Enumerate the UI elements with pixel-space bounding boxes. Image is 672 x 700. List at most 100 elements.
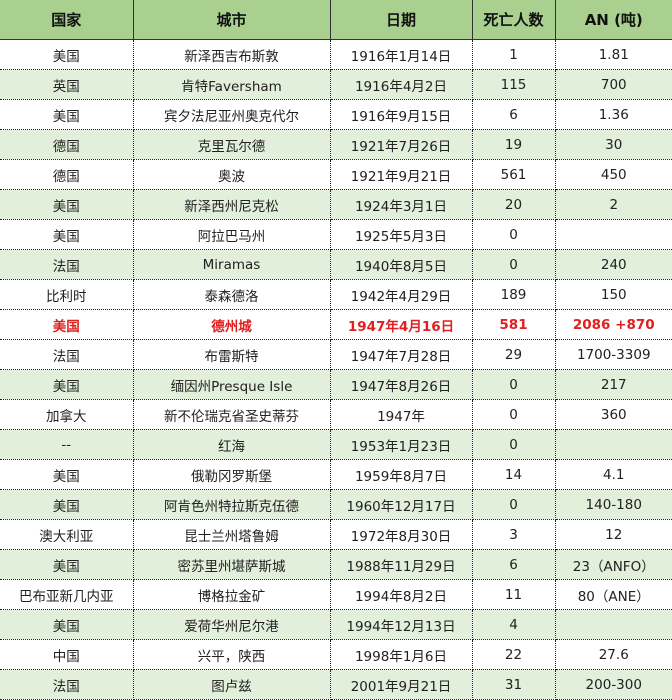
cell-city: Miramas — [133, 249, 331, 280]
header-date: 日期 — [330, 0, 473, 40]
table-row: -- 红海 1953年1月23日 0 — [0, 429, 672, 460]
table-row: 英国 肯特Faversham 1916年4月2日 115 700 — [0, 69, 672, 100]
cell-date: 1947年7月28日 — [330, 339, 473, 370]
cell-an-tons: 700 — [555, 69, 672, 100]
cell-city: 图卢兹 — [133, 669, 331, 700]
cell-deaths: 6 — [472, 99, 556, 130]
header-deaths: 死亡人数 — [472, 0, 556, 40]
cell-country: 法国 — [0, 669, 134, 700]
cell-date: 1921年7月26日 — [330, 129, 473, 160]
cell-date: 1953年1月23日 — [330, 429, 473, 460]
cell-country: 美国 — [0, 489, 134, 520]
cell-country: 巴布亚新几内亚 — [0, 579, 134, 610]
table-row: 美国 俄勒冈罗斯堡 1959年8月7日 14 4.1 — [0, 459, 672, 490]
cell-an-tons: 30 — [555, 129, 672, 160]
cell-city: 红海 — [133, 429, 331, 460]
cell-an-tons: 2086 +870 — [555, 309, 672, 340]
cell-date: 1940年8月5日 — [330, 249, 473, 280]
table-row: 美国 爱荷华州尼尔港 1994年12月13日 4 — [0, 609, 672, 640]
cell-deaths: 189 — [472, 279, 556, 310]
cell-date: 1942年4月29日 — [330, 279, 473, 310]
cell-date: 1998年1月6日 — [330, 639, 473, 670]
cell-an-tons: 2 — [555, 189, 672, 220]
cell-deaths: 20 — [472, 189, 556, 220]
cell-an-tons: 1.36 — [555, 99, 672, 130]
table-row: 比利时 泰森德洛 1942年4月29日 189 150 — [0, 279, 672, 310]
header-country: 国家 — [0, 0, 134, 40]
header-city: 城市 — [133, 0, 331, 40]
cell-date: 1994年12月13日 — [330, 609, 473, 640]
table-row: 美国 德州城 1947年4月16日 581 2086 +870 — [0, 309, 672, 340]
cell-an-tons: 140-180 — [555, 489, 672, 520]
cell-date: 2001年9月21日 — [330, 669, 473, 700]
cell-deaths: 0 — [472, 489, 556, 520]
cell-deaths: 561 — [472, 159, 556, 190]
cell-deaths: 11 — [472, 579, 556, 610]
cell-date: 1947年4月16日 — [330, 309, 473, 340]
cell-country: 美国 — [0, 219, 134, 250]
cell-city: 奥波 — [133, 159, 331, 190]
cell-deaths: 0 — [472, 429, 556, 460]
cell-date: 1924年3月1日 — [330, 189, 473, 220]
cell-an-tons: 360 — [555, 399, 672, 430]
table-row: 法国 布雷斯特 1947年7月28日 29 1700-3309 — [0, 339, 672, 370]
table-row: 美国 密苏里州堪萨斯城 1988年11月29日 6 23（ANFO） — [0, 549, 672, 580]
cell-city: 肯特Faversham — [133, 69, 331, 100]
cell-city: 俄勒冈罗斯堡 — [133, 459, 331, 490]
cell-date: 1994年8月2日 — [330, 579, 473, 610]
cell-an-tons: 150 — [555, 279, 672, 310]
cell-country: 法国 — [0, 339, 134, 370]
cell-country: 澳大利亚 — [0, 519, 134, 550]
cell-city: 新泽西州尼克松 — [133, 189, 331, 220]
cell-city: 宾夕法尼亚州奥克代尔 — [133, 99, 331, 130]
cell-city: 阿肯色州特拉斯克伍德 — [133, 489, 331, 520]
table-row: 法国 图卢兹 2001年9月21日 31 200-300 — [0, 669, 672, 700]
cell-city: 密苏里州堪萨斯城 — [133, 549, 331, 580]
cell-country: -- — [0, 429, 134, 460]
cell-city: 昆士兰州塔鲁姆 — [133, 519, 331, 550]
header-an-tons: AN (吨) — [555, 0, 672, 40]
cell-country: 美国 — [0, 369, 134, 400]
cell-date: 1959年8月7日 — [330, 459, 473, 490]
cell-city: 阿拉巴马州 — [133, 219, 331, 250]
table-row: 美国 新泽西州尼克松 1924年3月1日 20 2 — [0, 189, 672, 220]
cell-date: 1972年8月30日 — [330, 519, 473, 550]
table-row: 美国 缅因州Presque Isle 1947年8月26日 0 217 — [0, 369, 672, 400]
cell-an-tons: 1.81 — [555, 39, 672, 70]
cell-city: 布雷斯特 — [133, 339, 331, 370]
cell-country: 加拿大 — [0, 399, 134, 430]
cell-city: 爱荷华州尼尔港 — [133, 609, 331, 640]
cell-country: 英国 — [0, 69, 134, 100]
cell-deaths: 581 — [472, 309, 556, 340]
cell-date: 1921年9月21日 — [330, 159, 473, 190]
header-row: 国家 城市 日期 死亡人数 AN (吨) — [0, 0, 672, 40]
cell-city: 泰森德洛 — [133, 279, 331, 310]
cell-date: 1947年8月26日 — [330, 369, 473, 400]
cell-deaths: 0 — [472, 219, 556, 250]
cell-country: 比利时 — [0, 279, 134, 310]
cell-date: 1947年 — [330, 399, 473, 430]
cell-deaths: 0 — [472, 249, 556, 280]
cell-city: 克里瓦尔德 — [133, 129, 331, 160]
cell-city: 新不伦瑞克省圣史蒂芬 — [133, 399, 331, 430]
cell-an-tons: 12 — [555, 519, 672, 550]
table-row: 加拿大 新不伦瑞克省圣史蒂芬 1947年 0 360 — [0, 399, 672, 430]
cell-deaths: 22 — [472, 639, 556, 670]
cell-an-tons: 240 — [555, 249, 672, 280]
table-row: 德国 克里瓦尔德 1921年7月26日 19 30 — [0, 129, 672, 160]
cell-country: 美国 — [0, 39, 134, 70]
cell-an-tons: 1700-3309 — [555, 339, 672, 370]
cell-date: 1925年5月3日 — [330, 219, 473, 250]
cell-date: 1988年11月29日 — [330, 549, 473, 580]
cell-country: 法国 — [0, 249, 134, 280]
cell-deaths: 3 — [472, 519, 556, 550]
cell-country: 德国 — [0, 159, 134, 190]
cell-deaths: 14 — [472, 459, 556, 490]
cell-an-tons: 27.6 — [555, 639, 672, 670]
cell-country: 美国 — [0, 609, 134, 640]
cell-deaths: 4 — [472, 609, 556, 640]
cell-deaths: 19 — [472, 129, 556, 160]
cell-country: 美国 — [0, 189, 134, 220]
cell-deaths: 29 — [472, 339, 556, 370]
